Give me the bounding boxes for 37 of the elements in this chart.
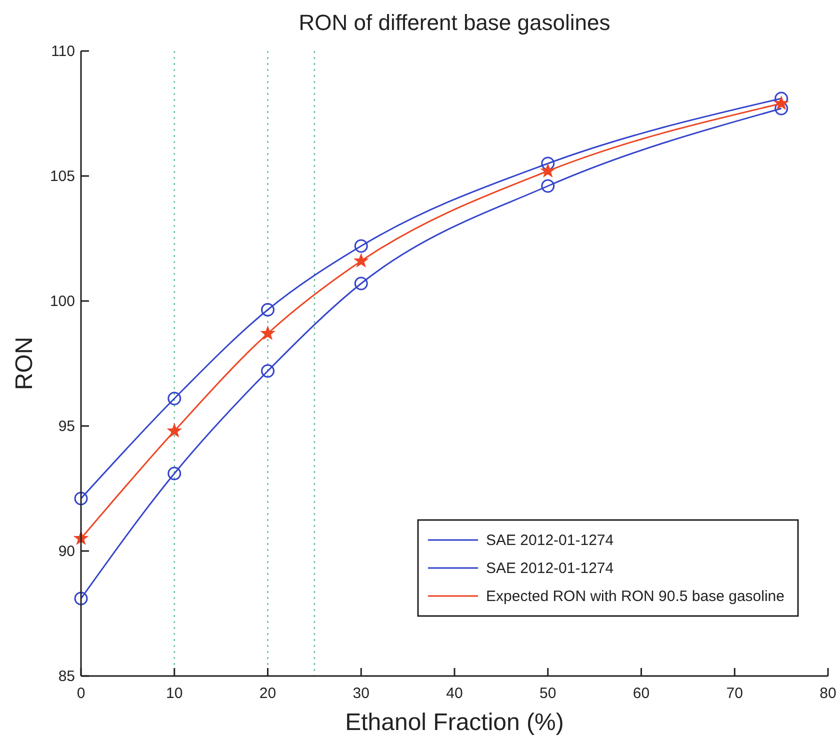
point [261,364,274,378]
y-tick-label: 85 [58,668,75,685]
y-tick-label: 90 [58,543,75,560]
x-tick-label: 50 [540,685,556,702]
x-tick-label: 30 [352,685,370,702]
x-tick-label: 70 [726,685,743,702]
point [541,164,555,177]
x-tick-label: 80 [820,685,836,702]
point [541,179,555,193]
point [260,326,275,340]
point [74,492,88,506]
point [168,392,182,406]
y-tick-label: 95 [58,418,75,435]
y-tick-label: 100 [50,293,75,310]
point [168,466,182,480]
y-tick-label: 110 [51,43,75,60]
legend-label: SAE 2012-01-1274 [486,532,614,549]
x-tick-label: 10 [166,685,183,702]
chart-title: RON of different base gasolines [298,10,610,35]
point [354,239,368,253]
y-tick-label: 105 [50,168,75,185]
legend-label: Expected RON with RON 90.5 base gasoline [486,588,784,605]
point [541,156,555,170]
x-tick-label: 40 [446,685,463,702]
x-tick-label: 0 [76,685,86,702]
point [74,592,88,606]
point [354,276,368,290]
point [354,254,368,267]
point [774,102,788,116]
y-axis-title: RON [11,336,38,390]
point [774,96,788,110]
x-tick-label: 20 [259,685,276,702]
point [168,424,182,437]
point [261,303,274,316]
x-axis-title: Ethanol Fraction (%) [345,709,564,736]
legend-label: SAE 2012-01-1274 [486,560,614,577]
x-tick-label: 60 [632,685,650,702]
